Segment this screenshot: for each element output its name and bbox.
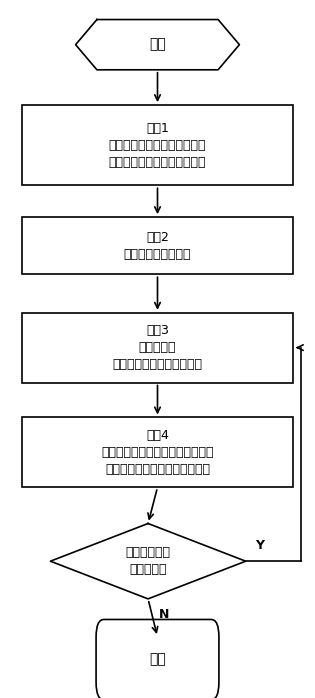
Text: 继续调整标准
轴调整量？: 继续调整标准 轴调整量？: [126, 547, 170, 576]
Bar: [22, 313, 293, 383]
Text: N: N: [159, 608, 169, 621]
FancyBboxPatch shape: [96, 620, 219, 698]
Bar: [22, 417, 293, 487]
Text: 开始: 开始: [149, 38, 166, 52]
Polygon shape: [76, 20, 239, 70]
Bar: [22, 217, 293, 274]
Text: Y: Y: [255, 540, 264, 552]
Text: 结束: 结束: [149, 653, 166, 667]
Text: 步骤4
根据孔的测点集和标准轴的几何参
数，求解孔轴间的最小综合间隙: 步骤4 根据孔的测点集和标准轴的几何参 数，求解孔轴间的最小综合间隙: [101, 429, 214, 476]
Text: 步骤3
根据孔轴半
径差预排除装配困难的零件: 步骤3 根据孔轴半 径差预排除装配困难的零件: [112, 324, 203, 371]
Text: 步骤2
求各段孔的拟合半径: 步骤2 求各段孔的拟合半径: [124, 231, 191, 260]
Bar: [22, 105, 293, 185]
Polygon shape: [50, 524, 246, 599]
Text: 步骤1
获取孔零件的几何设计参数和
测点并预制定标准轴的调整量: 步骤1 获取孔零件的几何设计参数和 测点并预制定标准轴的调整量: [109, 121, 206, 169]
